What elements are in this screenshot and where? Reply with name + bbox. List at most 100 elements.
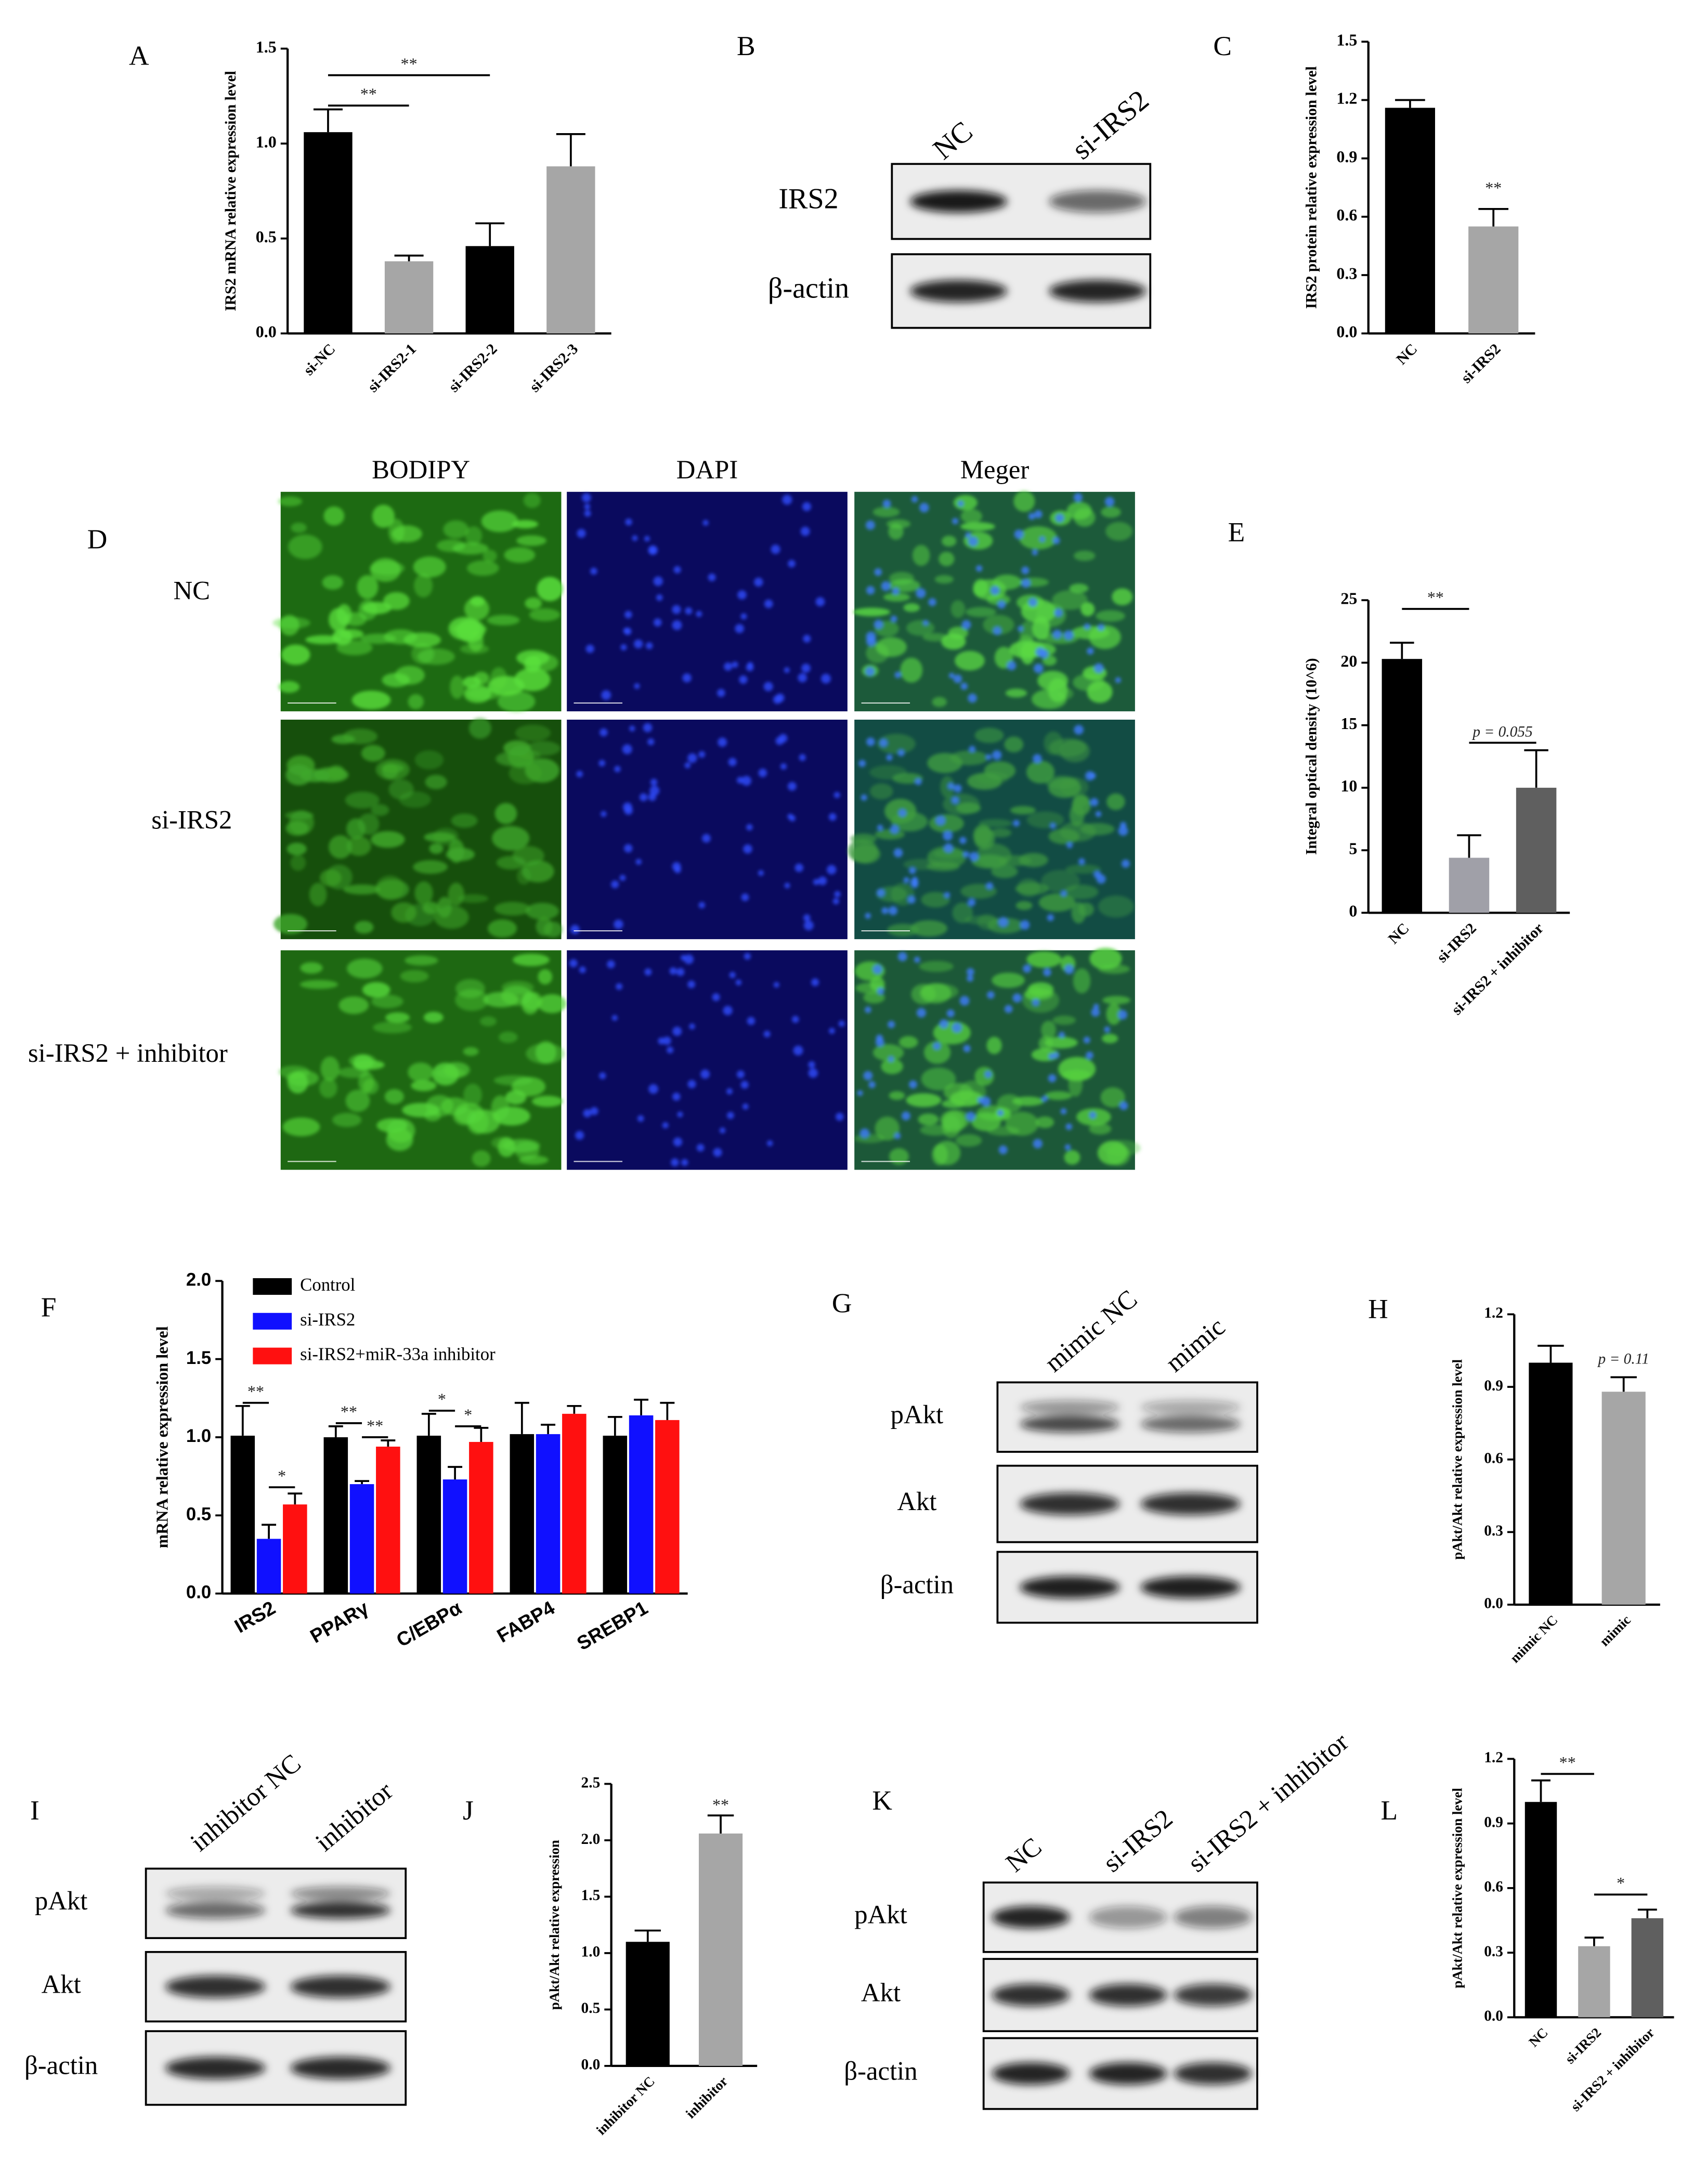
bands [992, 1906, 1252, 1929]
cells [577, 493, 831, 704]
cell [413, 556, 446, 578]
cell [323, 506, 345, 526]
cell [875, 1116, 900, 1141]
nucleus [634, 683, 640, 689]
band [1020, 1576, 1120, 1598]
nucleus [969, 746, 976, 752]
nucleus [773, 695, 782, 704]
panel-letter: G [832, 1288, 852, 1319]
cell [376, 1118, 408, 1133]
cell [450, 675, 465, 699]
nucleus [1093, 870, 1101, 879]
cell [278, 681, 300, 693]
panel-letter: E [1228, 516, 1245, 548]
nucleus [877, 824, 883, 831]
nucleus [632, 535, 638, 541]
bands [992, 2062, 1252, 2085]
cell [512, 519, 538, 529]
nucleus [909, 867, 916, 874]
cell [463, 1083, 482, 1107]
cell [460, 644, 489, 654]
nucleus [1053, 1052, 1060, 1059]
cell [437, 896, 452, 918]
nucleus [739, 675, 748, 684]
cell [967, 773, 1002, 790]
band [165, 2057, 266, 2079]
nucleus [879, 738, 888, 747]
cell [513, 953, 550, 966]
nucleus [644, 968, 652, 976]
bar [1578, 1946, 1610, 2018]
nucleus [624, 844, 633, 853]
y-axis-label: mRNA relative expression level [153, 1326, 172, 1548]
cell [361, 745, 385, 762]
nucleus [986, 754, 992, 760]
y-tick-label: 0.5 [186, 1504, 211, 1524]
bands [165, 1975, 390, 1998]
nucleus [916, 588, 926, 599]
nucleus [863, 1071, 873, 1081]
band [1140, 1415, 1241, 1433]
nucleus [700, 1069, 710, 1079]
nucleus [861, 794, 867, 801]
cell [1105, 522, 1132, 541]
nucleus [653, 618, 662, 627]
bar [1524, 1802, 1557, 2018]
nucleus [1033, 1139, 1043, 1149]
nucleus [579, 966, 586, 973]
cell [991, 865, 1018, 878]
nucleus [634, 639, 643, 648]
cell [1026, 811, 1064, 828]
nucleus [741, 776, 752, 786]
band [290, 1902, 390, 1919]
bar [1468, 226, 1519, 334]
nucleus [648, 1084, 658, 1094]
cell [375, 759, 410, 781]
cell [889, 1148, 909, 1165]
nucleus [673, 1137, 683, 1147]
bar [304, 132, 353, 334]
nucleus [1012, 993, 1022, 1003]
cell [990, 828, 1012, 838]
nucleus [1032, 549, 1038, 555]
cell [492, 1107, 530, 1126]
cell [448, 839, 464, 863]
nucleus [729, 971, 736, 979]
cell [1089, 1123, 1112, 1135]
nucleus [718, 737, 727, 747]
cell [285, 811, 314, 820]
row-label: β-actin [880, 1570, 954, 1599]
nucleus [1119, 1101, 1128, 1110]
nucleus [614, 919, 623, 929]
cell [923, 1041, 951, 1064]
cell [483, 550, 497, 563]
nucleus [736, 1070, 745, 1078]
cell [358, 813, 380, 835]
band [1020, 1492, 1120, 1515]
cell [1069, 803, 1085, 826]
nucleus [713, 1148, 722, 1157]
nucleus [890, 825, 899, 834]
cell [371, 804, 389, 816]
bar [1449, 857, 1490, 913]
cell [282, 1117, 320, 1137]
nucleus [672, 620, 682, 630]
bar [546, 166, 595, 334]
nucleus [897, 952, 907, 961]
nucleus [961, 620, 971, 630]
cell [414, 881, 433, 905]
y-tick-label: 1.5 [186, 1348, 211, 1368]
row-label: NC [174, 576, 211, 605]
cell [940, 776, 955, 798]
nucleus [746, 664, 754, 671]
nucleus [673, 566, 681, 574]
cell [435, 1068, 466, 1079]
legend-swatch [253, 1278, 292, 1295]
nucleus [857, 1090, 863, 1096]
nucleus [1033, 754, 1042, 763]
cell [942, 1099, 966, 1108]
bar [349, 1484, 374, 1594]
band [910, 190, 1008, 213]
y-tick-label: 20 [1340, 652, 1357, 670]
